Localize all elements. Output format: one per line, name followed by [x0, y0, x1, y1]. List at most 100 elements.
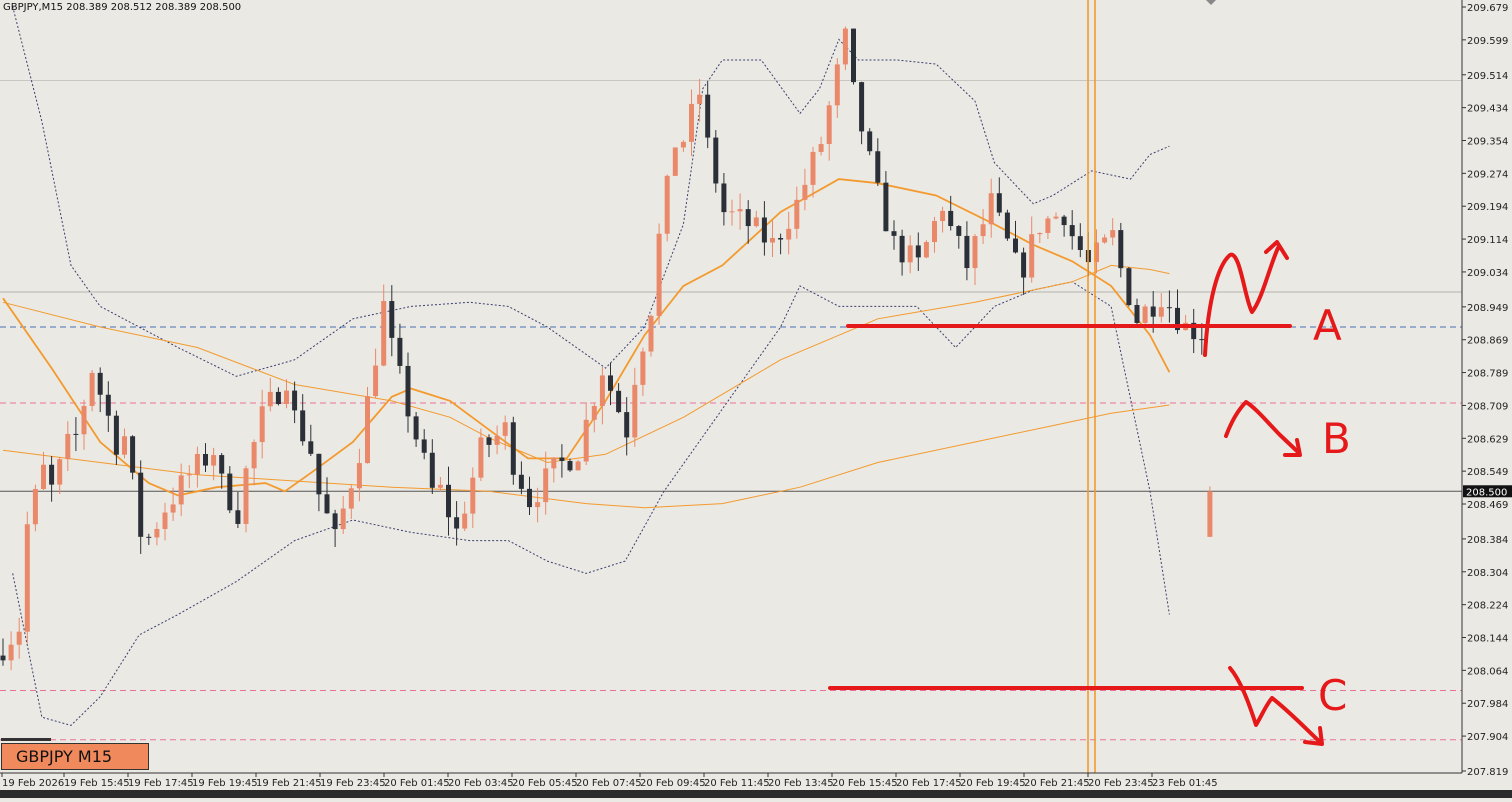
bb-upper-line — [12, 6, 1170, 377]
horizontal-levels — [0, 80, 1462, 741]
candle-bear — [745, 209, 751, 227]
candle-bear — [899, 235, 905, 263]
current-price-label: 208.500 — [1466, 487, 1507, 498]
candle-bear — [778, 237, 784, 240]
candle-bear — [73, 433, 79, 435]
candle-bull — [340, 508, 346, 530]
candle-bull — [373, 365, 379, 397]
candle-bull — [267, 391, 273, 407]
annotation-label-c: C — [1318, 671, 1347, 720]
candle-bear — [1134, 304, 1140, 323]
candle-bear — [948, 210, 954, 227]
price-tick-label: 207.819 — [1467, 767, 1508, 778]
time-tick-label: 20 Feb 13:45 — [768, 778, 834, 789]
candle-bull — [672, 147, 678, 176]
candle-bull — [8, 644, 14, 661]
candle-bear — [883, 182, 889, 232]
time-tick-label: 19 Feb 21:45 — [256, 778, 322, 789]
candle-bear — [235, 510, 241, 524]
candle-bull — [940, 210, 946, 222]
candle-bull — [575, 461, 581, 471]
candle-bull — [122, 436, 127, 455]
candle-bull — [923, 242, 929, 258]
candle-bear — [316, 453, 322, 495]
candle-bear — [308, 441, 314, 454]
candle-bear — [559, 457, 565, 461]
chart-info-label: GBPJPY,M15 208.389 208.512 208.389 208.5… — [3, 2, 242, 13]
symbol-label[interactable]: GBPJPY M15 — [1, 743, 149, 770]
candle-bull — [907, 245, 913, 263]
candle-bull — [648, 315, 654, 352]
candle-bear — [146, 536, 152, 538]
candle-bull — [810, 151, 816, 185]
candle-bear — [332, 513, 338, 530]
candle-bear — [1191, 322, 1197, 340]
candle-bull — [599, 375, 605, 406]
time-tick-label: 20 Feb 11:45 — [704, 778, 770, 789]
annotation-arrow-down-c — [1228, 666, 1324, 746]
candle-bull — [186, 474, 192, 476]
candle-bull — [462, 513, 468, 529]
candle-bull — [689, 103, 694, 142]
candle-bear — [227, 473, 233, 511]
candle-bull — [65, 433, 71, 460]
candle-bull — [1045, 218, 1051, 233]
candle-bull — [162, 512, 168, 529]
candle-bear — [624, 412, 630, 438]
candle-bear — [875, 151, 881, 183]
candle-bear — [964, 235, 970, 269]
candle-bear — [510, 422, 516, 475]
candle-bull — [988, 193, 994, 225]
candle-bull — [980, 224, 986, 237]
symbol-tag-bar — [1, 738, 51, 741]
candle-bear — [616, 390, 622, 413]
vertical-marker — [1087, 0, 1096, 773]
candle-bull — [932, 221, 937, 243]
candle-bear — [867, 131, 873, 152]
candle-bear — [859, 82, 865, 132]
candle-bull — [251, 442, 257, 469]
price-tick-label: 208.144 — [1467, 634, 1508, 645]
candle-bull — [470, 477, 476, 514]
candle-bear — [397, 337, 403, 366]
price-tick-label: 208.224 — [1467, 601, 1508, 612]
time-tick-label: 20 Feb 03:45 — [448, 778, 514, 789]
time-tick-label: 20 Feb 05:45 — [512, 778, 578, 789]
price-tick-label: 209.194 — [1467, 202, 1508, 213]
candle-bull — [32, 489, 38, 525]
axes — [0, 0, 1463, 774]
price-tick-label: 209.274 — [1467, 169, 1508, 180]
candle-bear — [1077, 236, 1083, 250]
candle-bull — [1037, 232, 1043, 235]
candle-bull — [1207, 491, 1213, 537]
candle-bear — [996, 193, 1002, 213]
price-tick-label: 208.304 — [1467, 568, 1508, 579]
candle-bear — [0, 655, 6, 661]
candle-bull — [543, 468, 549, 503]
bottom-strip — [0, 790, 1512, 798]
candle-bull — [437, 484, 443, 488]
candle-bear — [1061, 216, 1067, 226]
price-tick-label: 208.064 — [1467, 666, 1508, 677]
time-tick-label: 19 Feb 19:45 — [192, 778, 258, 789]
candle-bull — [640, 351, 646, 385]
candle-bear — [608, 375, 613, 391]
bb-lower-line — [12, 281, 1170, 726]
candle-bull — [211, 455, 217, 466]
moving-averages — [2, 178, 1171, 509]
candle-bull — [551, 457, 557, 469]
annotation-label-b: B — [1322, 414, 1351, 463]
annotation-arrow-up — [1203, 240, 1289, 357]
candle-bull — [381, 301, 387, 366]
ma-long-line — [2, 404, 1170, 509]
candle-bull — [284, 390, 289, 405]
candle-bear — [275, 391, 281, 405]
price-tick-label: 207.984 — [1467, 699, 1508, 710]
candle-bear — [97, 372, 103, 395]
candles — [0, 26, 1213, 671]
candle-bear — [454, 517, 460, 529]
candle-bear — [1150, 306, 1156, 317]
ma-fast-line — [2, 178, 1171, 497]
